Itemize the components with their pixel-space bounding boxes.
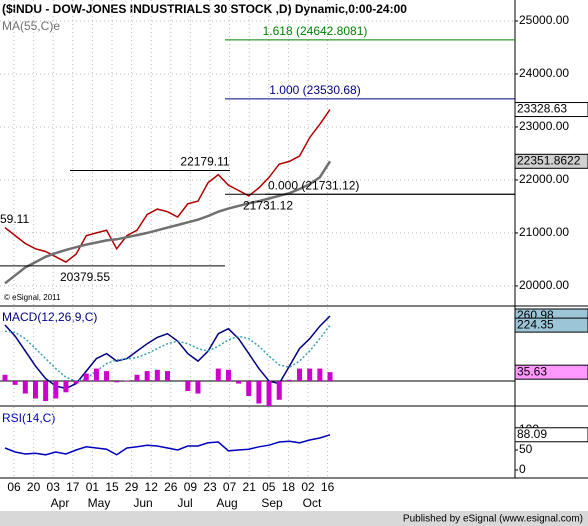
histogram-bar — [114, 381, 120, 383]
x-tick-label: 15 — [105, 480, 119, 494]
series-line — [4, 315, 331, 390]
x-tick-label: 02 — [301, 480, 315, 494]
histogram-bar — [307, 368, 313, 382]
value-box-label: 35.63 — [517, 364, 547, 378]
month-label: Oct — [303, 496, 322, 510]
fib-label: 1.000 (23530.68) — [269, 83, 360, 97]
y-tick-label: 20000.00 — [519, 278, 569, 292]
x-tick-label: 23 — [203, 480, 217, 494]
x-tick-label: 20 — [27, 480, 41, 494]
value-box — [514, 153, 588, 169]
y-tick-label: 25000.00 — [519, 13, 569, 27]
level-label: 22179.11 — [180, 155, 229, 169]
histogram-bar — [73, 381, 79, 384]
histogram-bar — [256, 381, 262, 404]
month-label: Sep — [261, 496, 283, 510]
x-tick-label: 09 — [184, 480, 198, 494]
annotation: 59.11 — [0, 212, 29, 226]
value-box-label: 23328.63 — [517, 102, 567, 116]
histogram-bar — [266, 381, 272, 406]
histogram-bar — [297, 368, 303, 382]
series-line — [4, 434, 331, 456]
x-tick-label: 07 — [223, 480, 237, 494]
x-tick-label: 17 — [66, 480, 80, 494]
value-box — [514, 427, 588, 443]
series-line — [4, 160, 332, 285]
y-tick-label: 22000.00 — [519, 172, 569, 186]
value-box-label: 88.09 — [517, 427, 547, 441]
fib-label: 0.000 (21731.12) — [268, 178, 359, 192]
x-tick-label: 26 — [164, 480, 178, 494]
value-box — [514, 364, 588, 380]
y-tick-label: 24000.00 — [519, 66, 569, 80]
x-tick-label: 12 — [145, 480, 159, 494]
histogram-bar — [53, 381, 59, 399]
y-tick-label: 21000.00 — [519, 225, 569, 239]
month-label: May — [88, 496, 111, 510]
histogram-bar — [22, 381, 28, 394]
footer-bar — [0, 511, 588, 526]
value-box-label: 224.35 — [517, 317, 554, 331]
x-tick-label: 03 — [47, 480, 61, 494]
legend-entry: RSI(14,C) — [2, 411, 55, 425]
histogram-bar — [134, 374, 140, 382]
month-label: Jul — [177, 496, 192, 510]
histogram-bar — [43, 381, 49, 402]
level-label: 20379.55 — [60, 270, 110, 284]
month-label: Aug — [216, 496, 237, 510]
copyright: © eSignal, 2011 — [4, 293, 61, 302]
x-tick-label: 05 — [262, 480, 276, 494]
value-box-label: 22351.8622 — [517, 153, 581, 167]
x-tick-label: 21 — [243, 480, 257, 494]
month-label: Apr — [51, 496, 70, 510]
histogram-bar — [195, 381, 201, 394]
histogram-bar — [236, 381, 242, 384]
histogram-bar — [63, 381, 69, 393]
y-tick-label: 0 — [519, 462, 526, 476]
histogram-bar — [327, 372, 333, 382]
histogram-bar — [12, 381, 18, 385]
histogram-bar — [215, 368, 221, 382]
y-tick-label: 50 — [519, 442, 533, 456]
histogram-bar — [276, 381, 282, 400]
value-box — [514, 317, 588, 333]
x-tick-label: 06 — [7, 480, 21, 494]
histogram-bar — [225, 369, 231, 382]
histogram-bar — [154, 369, 160, 382]
histogram-bar — [317, 368, 323, 382]
histogram-bar — [165, 371, 170, 382]
x-tick-label: 16 — [321, 480, 335, 494]
histogram-bar — [32, 381, 38, 399]
footer: Published by eSignal (www.esignal.com) — [403, 514, 583, 525]
level-label: 21731.12 — [243, 198, 293, 212]
histogram-bar — [185, 381, 191, 392]
x-tick-label: 29 — [125, 480, 139, 494]
legend-entry: MACD(12,26,9,C) — [2, 310, 97, 324]
histogram-bar — [246, 381, 252, 397]
month-label: Jun — [133, 496, 152, 510]
histogram-bar — [144, 371, 150, 382]
x-tick-label: 01 — [86, 480, 100, 494]
x-tick-label: 18 — [282, 480, 296, 494]
y-tick-label: 23000.00 — [519, 119, 569, 133]
series-line — [4, 109, 331, 263]
series-line — [4, 324, 331, 382]
chart-title: ($INDU - DOW-JONES INDUSTRIALS 30 STOCK … — [2, 2, 407, 16]
histogram-bar — [286, 379, 292, 382]
histogram-bar — [93, 368, 99, 382]
value-box — [514, 102, 588, 118]
histogram-bar — [104, 371, 110, 382]
histogram-bar — [83, 373, 89, 382]
histogram-bar — [2, 374, 8, 382]
fib-label: 1.618 (24642.8081) — [263, 24, 368, 38]
legend-entry: MA(55,C)e — [2, 19, 60, 33]
